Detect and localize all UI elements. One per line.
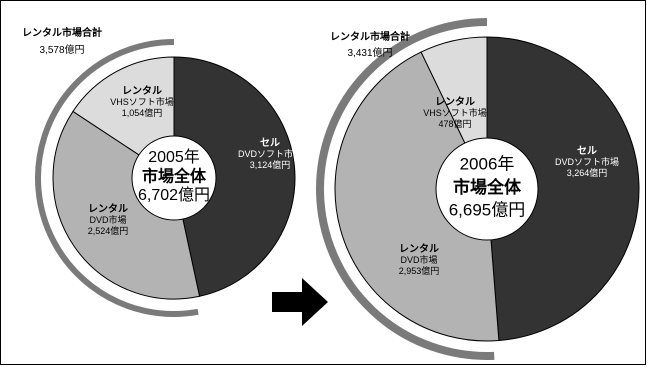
slice-label-sub: DVD市場 xyxy=(89,214,126,225)
slice-label-title: レンタル xyxy=(88,203,128,215)
center-year-label: 2005年 xyxy=(148,148,200,166)
slice-label-value: 478億円 xyxy=(438,118,471,129)
slice-label-sub: VHSソフト市場 xyxy=(423,107,487,118)
slice-label-title: レンタル xyxy=(122,85,162,97)
center-circle xyxy=(435,137,539,241)
rental-total-value: 3,431億円 xyxy=(347,46,392,59)
slice-label-value: 2,953億円 xyxy=(399,265,440,276)
center-total: 6,695億円 xyxy=(449,201,526,220)
slice-label-sub: VHSソフト市場 xyxy=(110,96,174,107)
slice-label-value: 3,264億円 xyxy=(567,167,608,178)
slice-label-sub: DVDソフト市場 xyxy=(238,148,302,159)
rental-total-title: レンタル市場合計 xyxy=(330,30,410,43)
center-year-label: 2006年 xyxy=(460,155,515,174)
slice-label-value: 1,054億円 xyxy=(122,107,163,118)
slice-label-title: セル xyxy=(577,145,597,157)
rental-total-value: 3,578億円 xyxy=(39,43,84,56)
slice-label-title: セル xyxy=(260,137,280,149)
rental-total-arc xyxy=(316,18,495,360)
pie-slice-rental-dvd xyxy=(52,110,201,300)
slice-label-title: レンタル xyxy=(435,96,475,108)
slice-label-value: 2,524億円 xyxy=(88,225,129,236)
center-total: 6,702億円 xyxy=(138,186,210,204)
right-arrow-shape xyxy=(272,278,328,326)
right-arrow-icon xyxy=(272,278,328,326)
rental-total-arc xyxy=(35,39,199,317)
pie-slice-rental-dvd xyxy=(334,51,500,342)
pie-chart-2005: 2005年市場全体6,702億円セルDVDソフト市場3,124億円レンタルDVD… xyxy=(22,26,302,317)
center-title: 市場全体 xyxy=(142,166,207,185)
pie-chart-2006: 2006年市場全体6,695億円セルDVDソフト市場3,264億円レンタルDVD… xyxy=(316,18,640,360)
pie-slice-sell xyxy=(173,56,296,297)
slice-label-value: 3,124億円 xyxy=(250,159,291,170)
pie-slice-sell xyxy=(486,36,640,342)
rental-total-title: レンタル市場合計 xyxy=(22,26,102,39)
slice-label-title: レンタル xyxy=(399,243,439,255)
center-title: 市場全体 xyxy=(453,177,522,197)
center-circle xyxy=(131,135,217,221)
slice-label-sub: DVD市場 xyxy=(400,254,437,265)
slice-label-sub: DVDソフト市場 xyxy=(555,156,619,167)
